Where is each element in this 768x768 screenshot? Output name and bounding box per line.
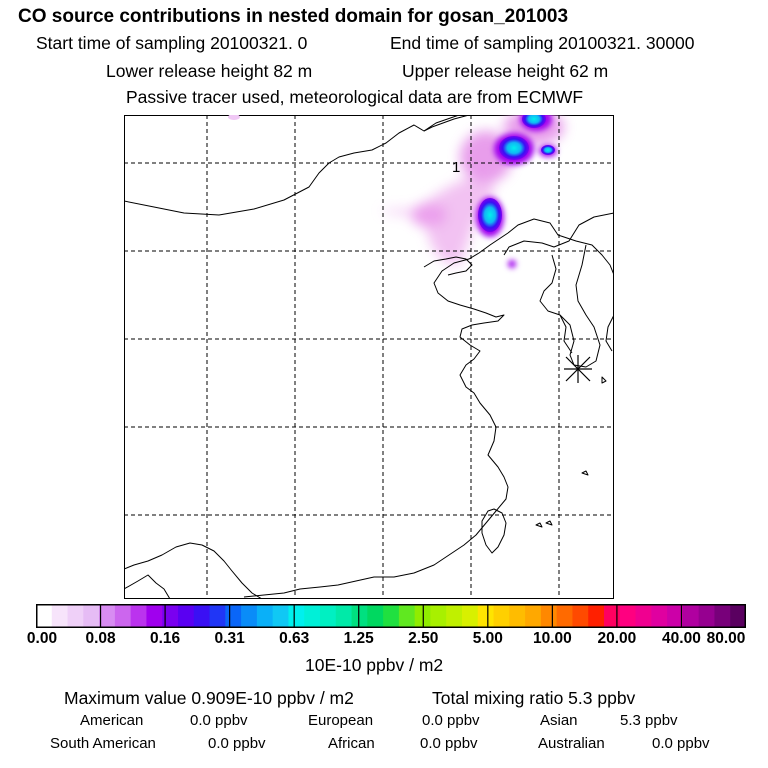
colorbar-swatch	[351, 604, 368, 628]
colorbar-swatch	[272, 604, 290, 628]
region-value-african: 0.0 ppbv	[420, 735, 478, 752]
colorbar-swatch	[540, 604, 558, 628]
colorbar-tick-label: 40.00	[662, 630, 701, 647]
colorbar-tick-label: 1.25	[343, 630, 374, 647]
colorbar-swatch	[698, 604, 716, 628]
region-value-asian: 5.3 ppbv	[620, 712, 678, 729]
colorbar-swatch	[36, 604, 53, 628]
region-name-european: European	[308, 712, 374, 729]
total-mixing-ratio: Total mixing ratio 5.3 ppbv	[432, 688, 636, 708]
colorbar-swatch	[714, 604, 731, 628]
colorbar-swatch	[335, 604, 353, 628]
colorbar-swatch	[99, 604, 116, 628]
region-value-south-american: 0.0 ppbv	[208, 735, 266, 752]
colorbar-tick-label: 0.63	[279, 630, 310, 647]
colorbar-swatch	[193, 604, 211, 628]
colorbar-swatch	[588, 604, 605, 628]
colorbar-swatch	[114, 604, 132, 628]
lat-lon-grid	[124, 115, 614, 599]
colorbar-swatch	[225, 604, 242, 628]
max-value: Maximum value 0.909E-10 ppbv / m2	[64, 688, 354, 708]
region-value-european: 0.0 ppbv	[422, 712, 480, 729]
region-name-african: African	[328, 735, 375, 752]
region-name-south-american: South American	[50, 735, 156, 752]
colorbar-swatch	[682, 604, 700, 628]
colorbar-swatch	[241, 604, 258, 628]
colorbar-frame	[36, 604, 746, 628]
page-title: CO source contributions in nested domain…	[18, 6, 569, 27]
colorbar-tick-label: 20.00	[597, 630, 637, 647]
colorbar-swatch	[651, 604, 668, 628]
colorbar-swatch	[477, 604, 495, 628]
colorbar-swatch	[162, 604, 179, 628]
colorbar-swatch	[730, 604, 746, 628]
colorbar-swatch	[130, 604, 148, 628]
colorbar-swatch	[667, 604, 684, 628]
start-time: Start time of sampling 20100321. 0	[36, 33, 308, 53]
colorbar-swatch	[556, 604, 574, 628]
tracer-note: Passive tracer used, meteorological data…	[126, 87, 584, 107]
tracer-plume	[228, 115, 564, 268]
region-value-australian: 0.0 ppbv	[652, 735, 710, 752]
colorbar-swatch	[635, 604, 652, 628]
colorbar-tick-label: 10.00	[532, 630, 572, 647]
colorbar-swatch	[525, 604, 542, 628]
colorbar-tick-label: 80.00	[706, 630, 746, 647]
colorbar-swatch	[320, 604, 337, 628]
colorbar-swatch	[51, 604, 69, 628]
colorbar-swatch	[304, 604, 321, 628]
colorbar-swatch	[509, 604, 526, 628]
colorbar-tick-label: 0.16	[149, 630, 181, 647]
colorbar-swatch	[256, 604, 274, 628]
colorbar-swatch	[209, 604, 226, 628]
region-value-american: 0.0 ppbv	[190, 712, 248, 729]
region-name-asian: Asian	[540, 712, 578, 729]
colorbar-swatch	[288, 604, 305, 628]
colorbar-tick-label: 0.31	[214, 630, 245, 647]
colorbar	[36, 604, 746, 628]
colorbar-swatch	[446, 604, 463, 628]
upper-release-height: Upper release height 62 m	[402, 61, 609, 81]
colorbar-swatch	[619, 604, 637, 628]
colorbar-tick-label: 5.00	[472, 630, 503, 647]
colorbar-swatch	[493, 604, 510, 628]
region-name-australian: Australian	[538, 735, 605, 752]
colorbar-swatch	[604, 604, 621, 628]
coastlines	[124, 115, 614, 599]
colorbar-tick-label: 0.08	[85, 630, 116, 647]
region-name-american: American	[80, 712, 144, 729]
colorbar-swatch	[83, 604, 100, 628]
contour-label: 1	[452, 159, 460, 176]
end-time: End time of sampling 20100321. 30000	[390, 33, 695, 53]
colorbar-swatch	[367, 604, 384, 628]
colorbar-swatch	[430, 604, 447, 628]
colorbar-swatch	[383, 604, 400, 628]
colorbar-unit: 10E-10 ppbv / m2	[305, 655, 444, 675]
map-panel: 1	[124, 115, 614, 599]
colorbar-tick-label: 2.50	[408, 630, 439, 647]
colorbar-swatch	[67, 604, 84, 628]
colorbar-swatch	[462, 604, 479, 628]
colorbar-swatch	[178, 604, 195, 628]
colorbar-tick-label: 0.00	[26, 630, 58, 647]
colorbar-swatch	[398, 604, 416, 628]
receptor-marker-icon	[564, 355, 592, 383]
colorbar-swatch	[146, 604, 163, 628]
colorbar-swatch	[572, 604, 589, 628]
lower-release-height: Lower release height 82 m	[106, 61, 313, 81]
